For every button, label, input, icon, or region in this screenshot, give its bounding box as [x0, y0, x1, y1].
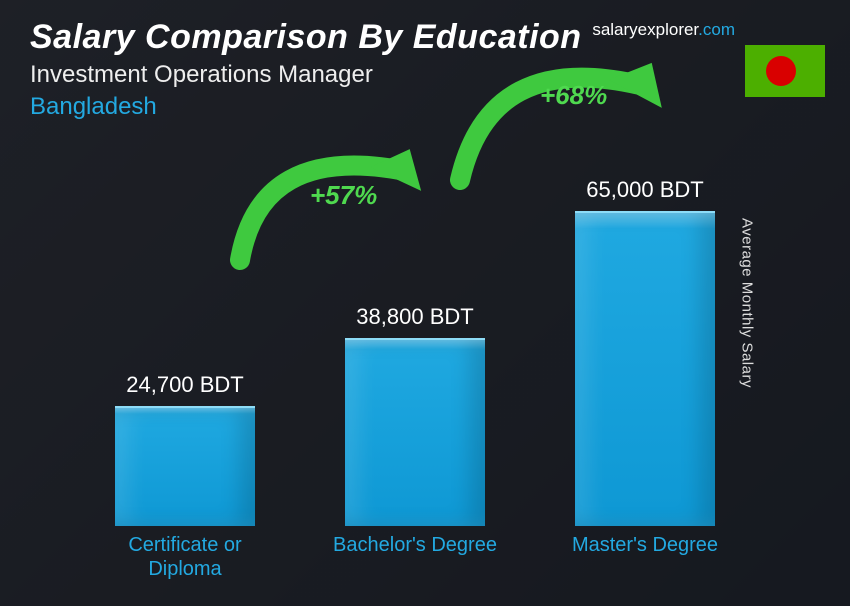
bar-group-1: 38,800 BDT: [325, 304, 505, 526]
source-suffix: .com: [698, 20, 735, 39]
bar-value-2: 65,000 BDT: [586, 177, 703, 203]
flag-icon: [745, 45, 825, 97]
bar-group-2: 65,000 BDT: [555, 177, 735, 526]
bar-value-0: 24,700 BDT: [126, 372, 243, 398]
bar-1: [345, 338, 485, 526]
bar-2: [575, 211, 715, 526]
increase-pct-2: +68%: [540, 80, 607, 111]
chart: +57% +68% 24,700 BDT 38,800 BDT 65,000 B…: [70, 170, 760, 581]
bar-label-1: Bachelor's Degree: [325, 533, 505, 581]
bars-container: 24,700 BDT 38,800 BDT 65,000 BDT: [70, 176, 760, 526]
bar-group-0: 24,700 BDT: [95, 372, 275, 526]
bar-label-0: Certificate or Diploma: [95, 533, 275, 581]
bar-value-1: 38,800 BDT: [356, 304, 473, 330]
bar-label-2: Master's Degree: [555, 533, 735, 581]
labels-container: Certificate or Diploma Bachelor's Degree…: [70, 533, 760, 581]
bar-0: [115, 406, 255, 526]
